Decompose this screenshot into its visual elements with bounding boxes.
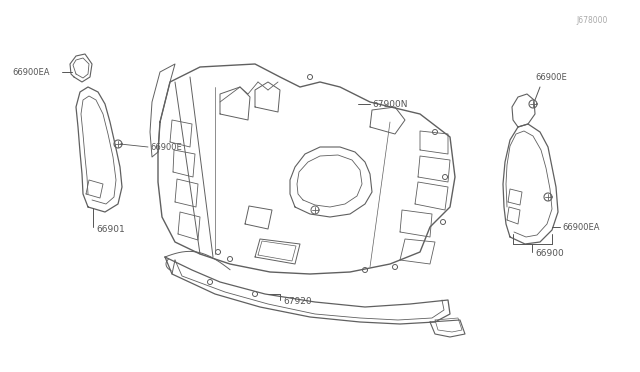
Text: 66900EA: 66900EA (562, 222, 600, 231)
Text: 67920: 67920 (283, 298, 312, 307)
Text: 66900: 66900 (535, 250, 564, 259)
Text: 66901: 66901 (96, 224, 125, 234)
Text: 66900EA: 66900EA (12, 67, 49, 77)
Text: J678000: J678000 (576, 16, 607, 25)
Text: 66900E: 66900E (150, 142, 182, 151)
Text: 66900E: 66900E (535, 73, 567, 81)
Text: 67900N: 67900N (372, 99, 408, 109)
